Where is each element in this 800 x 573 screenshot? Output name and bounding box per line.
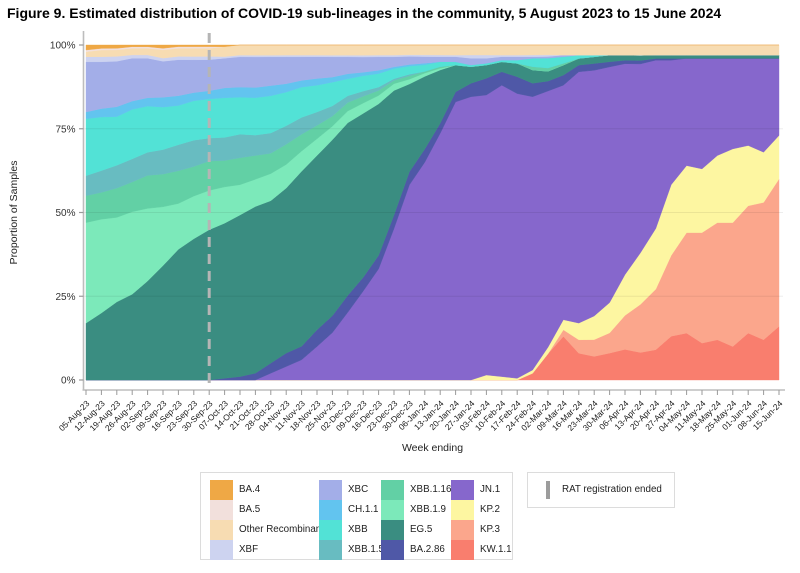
legend-label-XBB: XBB bbox=[348, 524, 368, 535]
legend-label-BA.4: BA.4 bbox=[239, 484, 261, 495]
legend-label-XBB.1.9: XBB.1.9 bbox=[410, 504, 446, 515]
legend-swatch-CH.1.1 bbox=[319, 500, 342, 520]
y-tick-label: 100% bbox=[50, 41, 76, 52]
legend-label-BA.2.86: BA.2.86 bbox=[410, 544, 445, 555]
legend-swatch-KW.1.1 bbox=[451, 540, 474, 560]
y-tick-label: 25% bbox=[55, 292, 75, 303]
legend-label-XBF: XBF bbox=[239, 544, 259, 555]
legend-label-XBB.1.16: XBB.1.16 bbox=[410, 484, 452, 495]
y-tick-label: 0% bbox=[61, 376, 76, 387]
y-tick-label: 75% bbox=[55, 124, 75, 135]
legend-swatch-KP.2 bbox=[451, 500, 474, 520]
legend-label-KP.3: KP.3 bbox=[480, 524, 500, 535]
legend-label-Other Recombinant: Other Recombinant bbox=[239, 524, 324, 535]
legend-label-JN.1: JN.1 bbox=[480, 484, 501, 495]
legend-swatch-BA.4 bbox=[210, 480, 233, 500]
lineage-legend: BA.4 BA.5 Other Recombinant XBF XBC CH.1.1 XBB… bbox=[200, 472, 513, 560]
legend-swatch-XBF bbox=[210, 540, 233, 560]
legend-label-KP.2: KP.2 bbox=[480, 504, 500, 515]
legend-swatch-BA.5 bbox=[210, 500, 233, 520]
legend-label-XBB.1.5: XBB.1.5 bbox=[348, 544, 384, 555]
legend-swatch-BA.2.86 bbox=[381, 540, 404, 560]
legend-label-BA.5: BA.5 bbox=[239, 504, 261, 515]
rat-legend: RAT registration ended bbox=[527, 472, 675, 508]
y-tick-label: 50% bbox=[55, 208, 75, 219]
legend-label-EG.5: EG.5 bbox=[410, 524, 433, 535]
y-axis-title: Proportion of Samples bbox=[8, 161, 20, 265]
legend-swatch-XBC bbox=[319, 480, 342, 500]
legend-swatch-EG.5 bbox=[381, 520, 404, 540]
legend-label-KW.1.1: KW.1.1 bbox=[480, 544, 512, 555]
legend-swatch-KP.3 bbox=[451, 520, 474, 540]
legend-swatch-XBB bbox=[319, 520, 342, 540]
rat-legend-label: RAT registration ended bbox=[562, 484, 662, 495]
legend-swatch-JN.1 bbox=[451, 480, 474, 500]
legend-swatch-XBB.1.9 bbox=[381, 500, 404, 520]
legend-swatch-XBB.1.5 bbox=[319, 540, 342, 560]
legend-swatch-XBB.1.16 bbox=[381, 480, 404, 500]
area-BA.4 bbox=[85, 44, 779, 51]
legend-label-CH.1.1: CH.1.1 bbox=[348, 504, 379, 515]
x-axis-title: Week ending bbox=[402, 442, 463, 454]
vertical-line-marker bbox=[546, 481, 550, 499]
legend-swatch-Other Recombinant bbox=[210, 520, 233, 540]
figure-title: Figure 9. Estimated distribution of COVI… bbox=[7, 5, 722, 21]
legend-label-XBC: XBC bbox=[348, 484, 369, 495]
stacked-area-chart: 0%25%50%75%100%05-Aug-2312-Aug-2319-Aug-… bbox=[8, 31, 785, 454]
